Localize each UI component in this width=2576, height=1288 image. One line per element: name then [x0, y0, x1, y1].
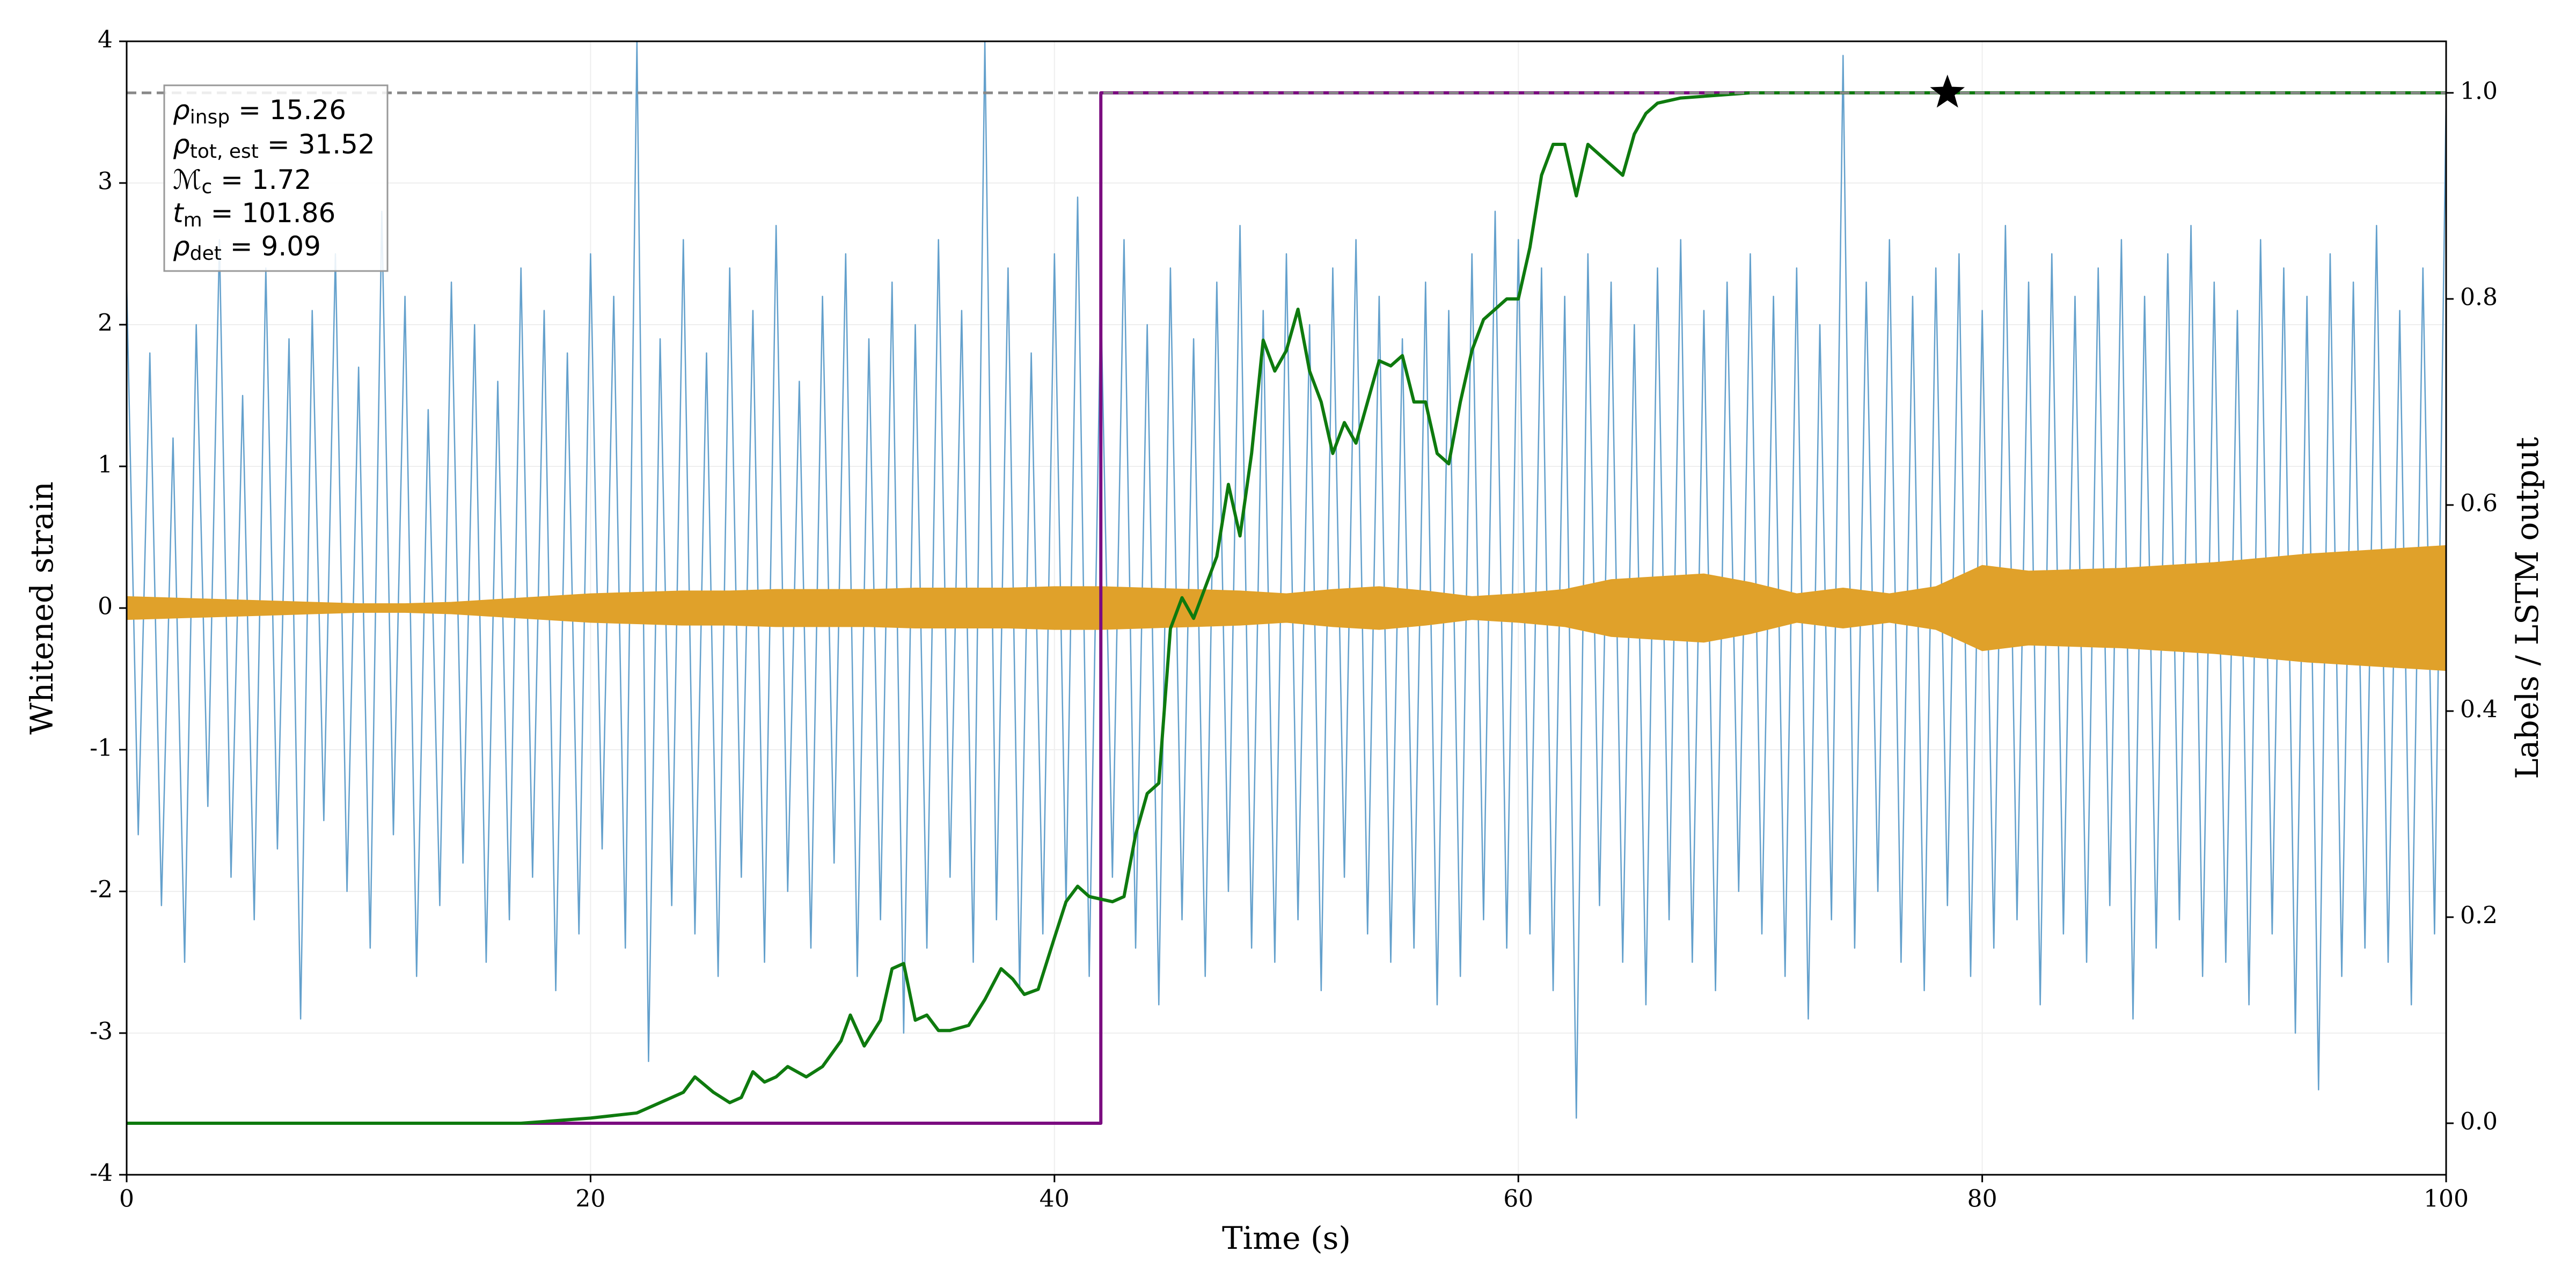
- y-tick-label: 2: [98, 310, 113, 337]
- annotation-symbol: ℳ: [173, 164, 201, 195]
- y2-tick-label: 0.2: [2460, 902, 2498, 930]
- y2-tick-label: 1.0: [2460, 78, 2498, 105]
- annotation: ℳc = 1.72: [173, 164, 311, 199]
- annotation-value: = 101.86: [202, 197, 336, 229]
- y2-axis-label: Labels / LSTM output: [2509, 437, 2545, 779]
- y-axis-label: Whitened strain: [24, 481, 60, 735]
- y-tick-label: -1: [90, 735, 113, 762]
- y-tick-label: -4: [90, 1160, 113, 1187]
- annotation: ρdet = 9.09: [173, 231, 321, 265]
- y2-tick-label: 0.0: [2460, 1108, 2498, 1136]
- x-axis-label: Time (s): [1222, 1220, 1351, 1256]
- x-tick-label: 20: [575, 1185, 605, 1213]
- annotation-subscript: det: [190, 243, 222, 265]
- y-tick-label: -3: [90, 1018, 113, 1045]
- annotation-symbol: t: [173, 197, 185, 229]
- annotation-value: = 31.52: [259, 129, 375, 160]
- y-tick-label: 3: [98, 168, 113, 195]
- signal-band: [127, 545, 2446, 671]
- annotation-subscript: m: [184, 209, 202, 231]
- x-tick-label: 100: [2424, 1185, 2469, 1213]
- y-tick-label: 0: [98, 593, 113, 620]
- y2-line: [127, 91, 2446, 1125]
- x-tick-label: 0: [119, 1185, 134, 1213]
- y-tick-label: 4: [98, 26, 113, 54]
- annotation-value: = 15.26: [230, 94, 346, 126]
- y-tick-label: 1: [98, 451, 113, 479]
- y2-tick-label: 0.6: [2460, 490, 2498, 517]
- annotation-frame: [163, 84, 389, 272]
- x-tick-label: 60: [1503, 1185, 1533, 1213]
- annotation-subscript: insp: [190, 106, 230, 128]
- y2-tick-label: 0.8: [2460, 284, 2498, 311]
- annotation-symbol: ρ: [173, 129, 190, 160]
- star-marker: [1930, 75, 1965, 108]
- annotation-subscript: tot, est: [190, 141, 259, 163]
- y2-tick-label: 0.4: [2460, 696, 2498, 723]
- annotation-symbol: ρ: [173, 94, 190, 126]
- annotation: ρtot, est = 31.52: [173, 129, 375, 163]
- strain-line: [127, 41, 2446, 1119]
- axes: 0 20 40 60 80 100 -4 -3 -2 -1 0 1 2 3 4 0.0 0.2 0.4 0.6 0.8…: [90, 26, 2498, 1213]
- x-tick-label: 80: [1967, 1185, 1997, 1213]
- annotation: ρinsp = 15.26: [173, 94, 346, 129]
- y-tick-label: -2: [90, 876, 113, 904]
- plot-area: [127, 41, 2446, 1125]
- annotation-symbol: ρ: [173, 231, 190, 262]
- annotation-subscript: c: [201, 176, 212, 198]
- annotation: tm = 101.86: [173, 197, 335, 232]
- annotation-value: = 1.72: [212, 164, 311, 195]
- x-tick-label: 40: [1040, 1185, 1070, 1213]
- annotation-value: = 9.09: [222, 231, 321, 262]
